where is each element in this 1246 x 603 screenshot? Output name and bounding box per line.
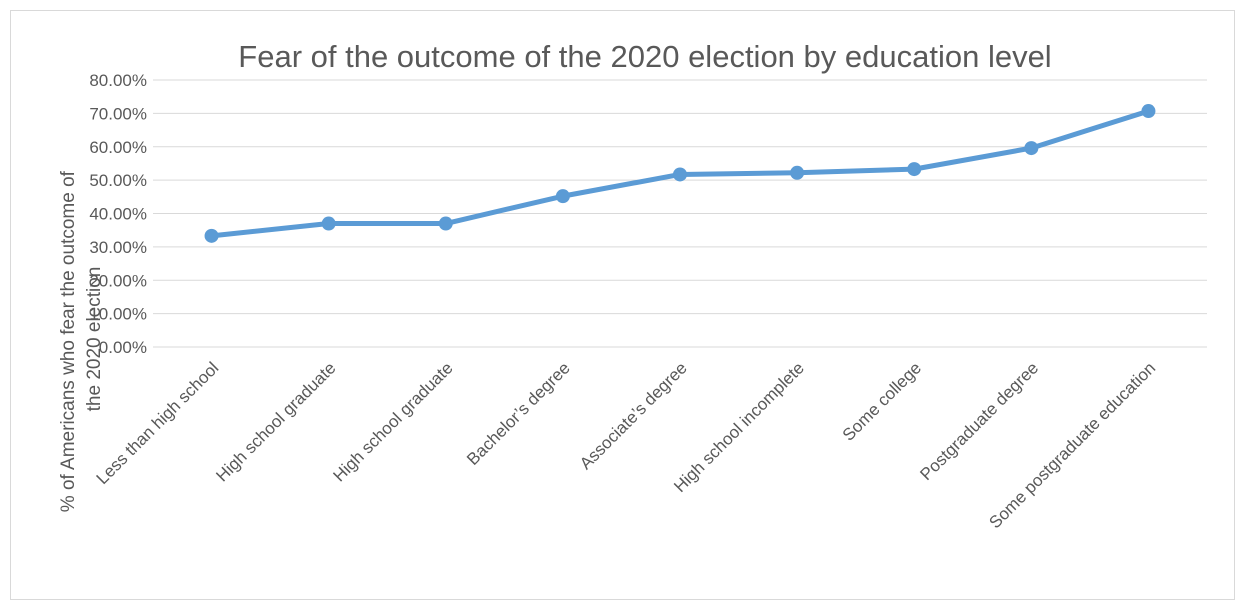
data-point	[204, 228, 219, 243]
y-axis-label-line-2: the 2020 election	[84, 267, 105, 412]
data-point	[790, 165, 805, 180]
y-axis-label: % of Americans who fear the outcome of t…	[58, 166, 105, 512]
series-layer	[204, 104, 1156, 243]
data-point	[907, 162, 922, 177]
data-point	[1141, 104, 1156, 119]
x-tick-label: Some college	[839, 358, 925, 444]
x-tick-label: Associate’s degree	[576, 358, 691, 473]
x-tick-label: Less than high school	[93, 358, 223, 488]
y-tick-label: 20.00%	[89, 271, 147, 290]
data-point	[555, 189, 570, 204]
y-axis-label-line-1: % of Americans who fear the outcome of	[58, 170, 79, 512]
y-tick-label: 30.00%	[89, 238, 147, 257]
y-tick-label: 60.00%	[89, 138, 147, 157]
x-tick-label: Bachelor’s degree	[463, 358, 574, 469]
data-point	[673, 167, 687, 182]
x-tick-label: High school incomplete	[670, 358, 808, 496]
y-tick-label: 10.00%	[89, 305, 147, 324]
data-point	[1024, 141, 1039, 156]
x-tick-label: Postgraduate degree	[916, 358, 1042, 484]
data-point	[438, 216, 453, 231]
y-tick-label: 50.00%	[89, 171, 147, 190]
y-axis-ticks: 0.00% 10.00% 20.00% 30.00% 40.00% 50.00% 60.00…	[89, 71, 147, 357]
y-tick-label: 0.00%	[99, 338, 147, 357]
x-tick-label: High school graduate	[212, 358, 339, 485]
y-tick-label: 40.00%	[89, 205, 147, 224]
gridlines	[153, 79, 1207, 348]
data-point	[321, 216, 336, 231]
y-tick-label: 80.00%	[89, 71, 147, 90]
chart-frame	[10, 10, 1235, 600]
chart-title: Fear of the outcome of the 2020 election…	[238, 39, 1051, 74]
y-tick-label: 70.00%	[89, 104, 147, 123]
x-tick-label: High school graduate	[330, 358, 457, 485]
